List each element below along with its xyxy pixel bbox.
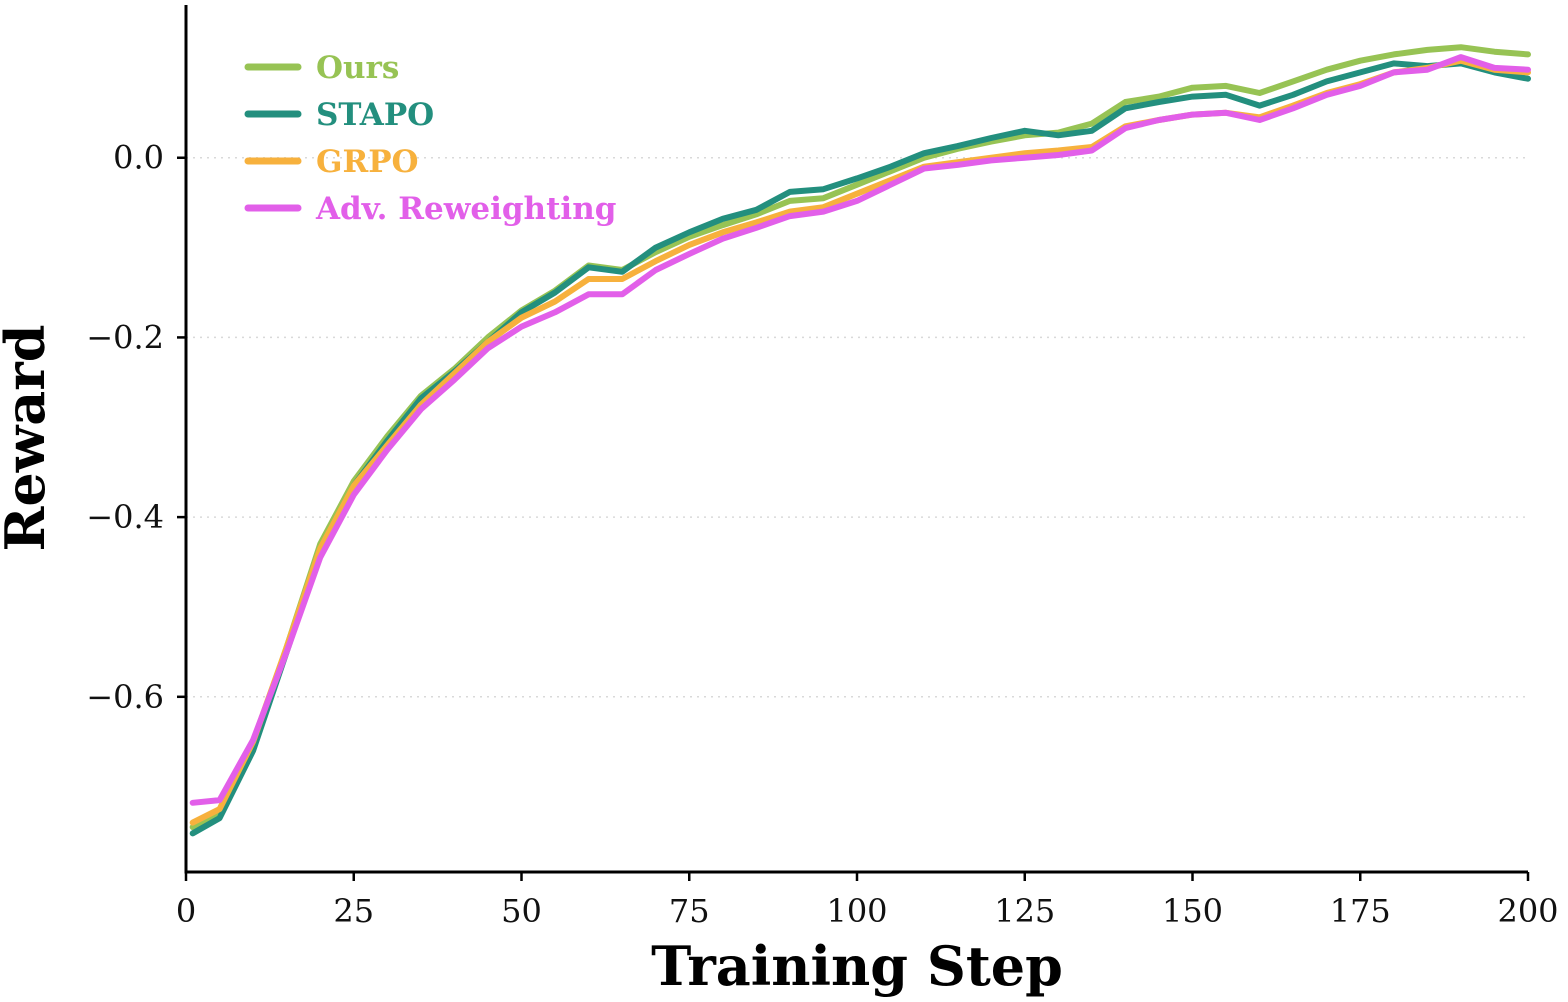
- y-tick-label-1: −0.4: [86, 498, 164, 536]
- series-line-3: [189, 54, 1531, 806]
- legend-label-2: GRPO: [316, 144, 419, 180]
- tick-marks: 0 25 50 75 100 125 150 175 200 −0.6 −0.4 −0.2 0.0: [86, 139, 1558, 930]
- x-tick-label-7: 175: [1330, 892, 1391, 930]
- legend-label-1: STAPO: [316, 97, 434, 133]
- y-axis-title: Reward: [0, 325, 57, 552]
- legend: Ours STAPO GRPO Adv. Reweighting: [244, 50, 616, 227]
- x-tick-label-1: 25: [333, 892, 374, 930]
- x-axis-title: Training Step: [651, 934, 1063, 998]
- y-tick-label-2: −0.2: [86, 318, 164, 356]
- series-line-1: [189, 60, 1531, 837]
- series-lines: [189, 44, 1531, 837]
- grid-lines: [186, 156, 1528, 698]
- y-tick-label-0: −0.6: [86, 678, 164, 716]
- x-tick-label-6: 150: [1162, 892, 1223, 930]
- legend-label-3: Adv. Reweighting: [315, 191, 616, 227]
- legend-label-0: Ours: [316, 50, 399, 86]
- x-tick-label-2: 50: [501, 892, 542, 930]
- x-tick-label-8: 200: [1497, 892, 1558, 930]
- x-tick-label-3: 75: [669, 892, 710, 930]
- x-tick-label-5: 125: [994, 892, 1055, 930]
- x-tick-label-4: 100: [826, 892, 887, 930]
- x-tick-label-0: 0: [176, 892, 196, 930]
- y-tick-label-3: 0.0: [113, 139, 164, 177]
